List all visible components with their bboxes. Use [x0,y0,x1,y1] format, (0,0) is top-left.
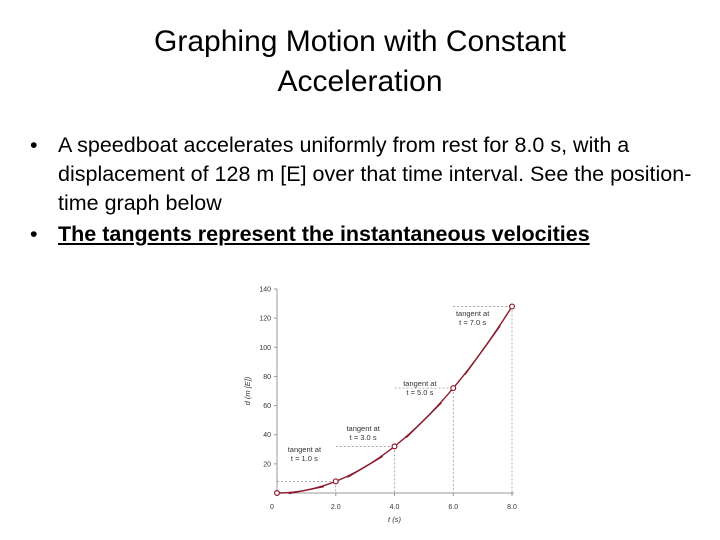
x-tick-label: 0 [270,504,274,511]
data-point [391,443,398,450]
x-tick-label: 2.0 [331,504,341,511]
data-point [332,478,339,485]
tangent-line [405,402,442,439]
bullet-text-tangents: The tangents represent the instantaneous… [58,222,590,246]
bullet-item-tangents: • The tangents represent the instantaneo… [0,220,720,249]
tangent-label: tangent at [456,309,490,318]
tangent-label-time: t = 5.0 s [406,388,433,397]
data-point [509,303,516,310]
y-tick-label: 100 [259,345,271,352]
slide-title-line1: Graphing Motion with Constant [154,25,566,58]
y-tick-label: 80 [263,374,271,381]
tangent-label-time: t = 3.0 s [350,433,377,442]
tangent-label: tangent at [288,445,322,454]
x-axis-title: t (s) [388,515,401,524]
tangent-line [288,485,325,495]
x-tick-label: 6.0 [448,504,458,511]
x-tick-label: 4.0 [390,504,400,511]
data-point [450,385,457,392]
y-tick-label: 140 [259,287,271,294]
slide-title-line2: Acceleration [277,65,443,98]
slide-title: Graphing Motion with Constant Accelerati… [0,22,720,102]
data-point [273,490,280,497]
bullet-list: • A speedboat accelerates uniformly from… [0,131,720,249]
tangent-label-time: t = 7.0 s [459,318,486,327]
y-axis-title: d (m [E]) [243,376,252,405]
tangent-line [464,325,501,376]
x-tick-label: 8.0 [507,504,517,511]
y-tick-label: 60 [263,403,271,410]
y-tick-label: 20 [263,461,271,468]
bullet-text-speedboat: A speedboat accelerates uniformly from r… [58,133,692,215]
y-tick-label: 40 [263,432,271,439]
tangent-label: tangent at [403,379,437,388]
position-curve [276,306,513,494]
bullet-icon: • [30,222,38,246]
tangent-label: tangent at [346,424,380,433]
y-tick-label: 120 [259,316,271,323]
bullet-item-speedboat: • A speedboat accelerates uniformly from… [0,131,720,218]
position-time-graph: 20 40 60 80 100 120 140 0 2.0 4.0 6.0 8.0 t (s) d (m … [243,287,517,525]
bullet-icon: • [30,133,38,157]
tangent-label-time: t = 1.0 s [291,454,318,463]
tangent-line [347,455,384,478]
